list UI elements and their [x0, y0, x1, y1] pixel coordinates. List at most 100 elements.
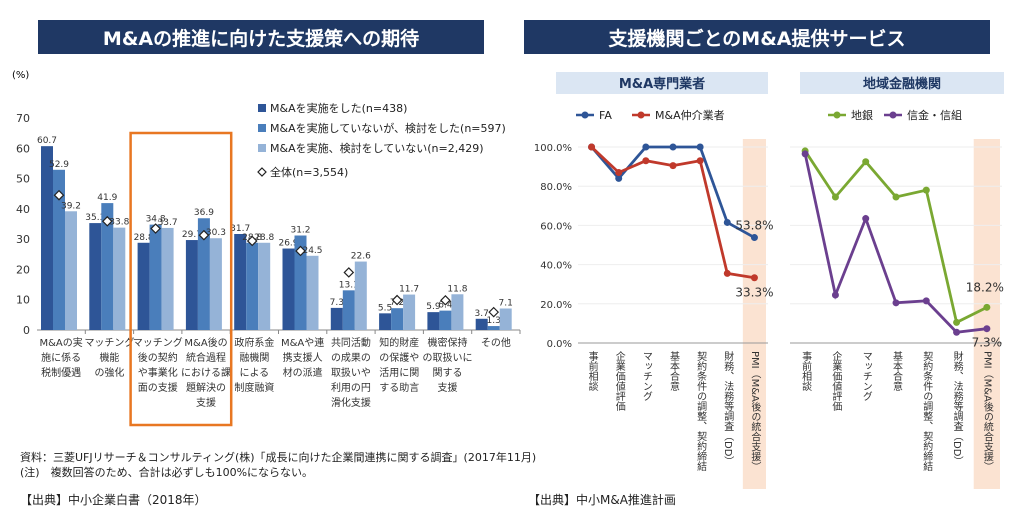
legend-dot-1	[581, 111, 589, 119]
x-category-label: M&Aや連	[281, 336, 324, 349]
bar-value-label: 26.9	[278, 239, 298, 249]
bar-3	[354, 261, 367, 330]
panel-title: M&A専門業者	[619, 76, 705, 92]
x-category-label: 基本合意	[891, 350, 903, 391]
x-category-label: する助言	[379, 381, 419, 394]
right-panel-title: 支援機関ごとのM&A提供サービス	[524, 20, 990, 54]
bar-value-label: 35.3	[85, 213, 105, 223]
bar-value-label: 5.9	[426, 302, 441, 312]
panel-title-box	[556, 72, 768, 94]
bar-value-label: 36.9	[194, 208, 214, 218]
x-category-label: 携支援人	[283, 351, 323, 364]
bar-2	[294, 235, 307, 330]
y-tick-label: 80.0%	[540, 182, 572, 193]
bar-2	[197, 218, 210, 330]
overall-marker	[343, 267, 355, 278]
bar-1	[89, 223, 102, 330]
bar-value-label: 34.8	[146, 215, 166, 225]
legend-label-2: M&A仲介業者	[655, 108, 725, 122]
series-point-2	[723, 269, 731, 277]
x-category-label: M&A後の	[184, 336, 227, 349]
x-category-label: 滑化支援	[331, 396, 371, 409]
series-point-1	[642, 143, 650, 151]
source-note: 資料：三菱UFJリサーチ＆コンサルティング(株)「成長に向けた企業間連携に関する…	[20, 451, 537, 464]
series-point-1	[862, 158, 870, 166]
x-category-label: マッチング	[133, 336, 183, 349]
overall-marker	[295, 245, 306, 257]
x-category-label: 取扱いや	[331, 367, 371, 379]
legend-label-3: M&Aを実施、検討をしていない(n=2,429)	[270, 141, 484, 155]
bar-2	[487, 326, 500, 330]
series-point-1	[983, 303, 991, 311]
series-point-1	[723, 218, 731, 226]
bar-3	[451, 294, 464, 330]
legend-dot-2	[637, 111, 645, 119]
x-category-label: 共同活動	[331, 336, 371, 349]
legend-swatch-1	[258, 104, 266, 112]
x-category-label: マッチング	[860, 351, 872, 401]
overall-marker	[391, 294, 403, 306]
y-tick-label: 60	[16, 142, 30, 155]
overall-marker	[198, 229, 210, 241]
bar-3	[258, 242, 271, 330]
bar-2	[439, 310, 452, 330]
x-category-label: 契約条件の調整、契約締結	[695, 350, 707, 472]
bar-value-label: 33.7	[158, 218, 178, 228]
series-point-1	[615, 174, 623, 182]
bar-value-label: 41.9	[97, 193, 117, 203]
bar-1	[282, 248, 295, 330]
legend-dot-2	[889, 111, 897, 119]
x-category-label: 利用の円	[331, 382, 371, 394]
y-tick-label: 40	[16, 203, 30, 216]
x-category-label: 財務、法務等調査（DD）	[722, 350, 734, 467]
series-point-1	[696, 143, 704, 151]
y-tick-label: 100.0%	[534, 143, 572, 154]
bar-2	[149, 224, 162, 330]
bar-value-label: 28.8	[254, 233, 274, 243]
y-tick-label: 40.0%	[540, 261, 572, 272]
x-category-label: 統合過程	[186, 351, 226, 364]
x-category-label: 機能	[99, 351, 119, 364]
bar-3	[113, 227, 126, 330]
y-tick-label: 20	[16, 263, 30, 276]
legend-dot-1	[833, 111, 841, 119]
x-category-label: 財務、法務等調査（DD）	[951, 350, 963, 467]
x-category-label: 基本合意	[668, 350, 680, 391]
footnote: (注) 複数回答のため、合計は必ずしも100%にならない。	[20, 466, 314, 479]
bar-1	[475, 318, 488, 330]
pmi-highlight-band	[742, 139, 766, 489]
bar-2	[342, 290, 355, 330]
x-category-label: の強化	[94, 366, 124, 379]
bar-value-label: 1.3	[487, 316, 501, 326]
y-axis-unit: (%)	[12, 70, 29, 81]
highlight-frame	[129, 131, 233, 427]
bar-value-label: 6.4	[438, 301, 453, 311]
series-point-2	[696, 157, 704, 165]
series-point-2	[831, 291, 839, 299]
bar-2	[53, 169, 65, 330]
series-point-1	[831, 193, 839, 201]
x-category-label: 政府系金	[234, 336, 274, 349]
end-value-label: 18.2%	[966, 280, 1004, 294]
y-tick-label: 0	[23, 324, 30, 337]
bar-1	[234, 233, 247, 330]
series-point-2	[642, 157, 650, 165]
series-point-1	[669, 143, 677, 151]
bar-value-label: 3.7	[475, 309, 489, 319]
x-category-label: 知的財産	[379, 336, 419, 349]
x-category-label: 制度融資	[234, 381, 274, 394]
overall-marker	[488, 306, 500, 318]
legend-label-1: FA	[599, 109, 612, 122]
x-category-label: の成果の	[331, 352, 371, 364]
end-value-label: 33.3%	[735, 286, 773, 300]
bar-value-label: 11.7	[399, 285, 419, 295]
x-category-label: の取扱いに	[423, 352, 473, 364]
x-category-label: 契約条件の調整、契約締結	[921, 350, 933, 472]
x-category-label: 支援	[196, 396, 216, 409]
y-tick-label: 50	[16, 173, 30, 186]
y-tick-label: 70	[16, 112, 30, 125]
series-point-2	[892, 299, 900, 307]
x-category-label: 税制優遇	[41, 366, 81, 379]
overall-marker	[150, 223, 161, 234]
